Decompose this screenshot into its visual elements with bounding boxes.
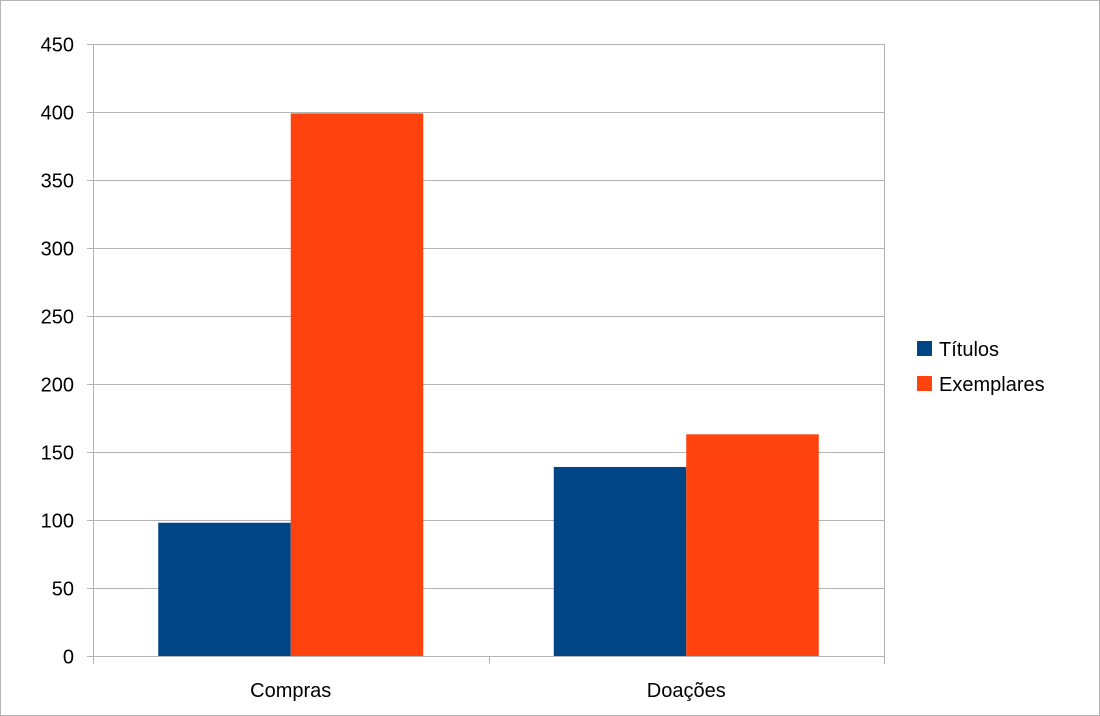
legend: Títulos Exemplares (917, 339, 1045, 396)
y-tick-label: 150 (41, 443, 74, 465)
y-tick-label: 350 (41, 171, 74, 193)
y-tick-label: 300 (41, 239, 74, 261)
bar-compras-títulos (158, 522, 291, 656)
x-tick-labels: Compras Doações (250, 680, 726, 702)
x-tick-label: Doações (647, 680, 726, 702)
y-tick-label: 0 (63, 647, 74, 669)
x-tick-label: Compras (250, 680, 331, 702)
y-tick-labels: 0 50 100 150 200 250 300 350 400 450 (41, 35, 74, 669)
legend-label: Títulos (939, 339, 999, 361)
bar-compras-exemplares (290, 113, 424, 657)
axes (87, 44, 885, 664)
y-tick-label: 50 (52, 579, 74, 601)
legend-swatch (917, 341, 932, 356)
bar-doações-títulos (553, 466, 687, 656)
legend-label: Exemplares (939, 374, 1045, 396)
y-tick-label: 200 (41, 375, 74, 397)
y-tick-label: 100 (41, 511, 74, 533)
bars (158, 113, 819, 657)
legend-swatch (917, 376, 932, 391)
bar-doações-exemplares (686, 434, 819, 656)
y-tick-label: 250 (41, 307, 74, 329)
y-tick-label: 400 (41, 103, 74, 125)
y-tick-label: 450 (41, 35, 74, 57)
